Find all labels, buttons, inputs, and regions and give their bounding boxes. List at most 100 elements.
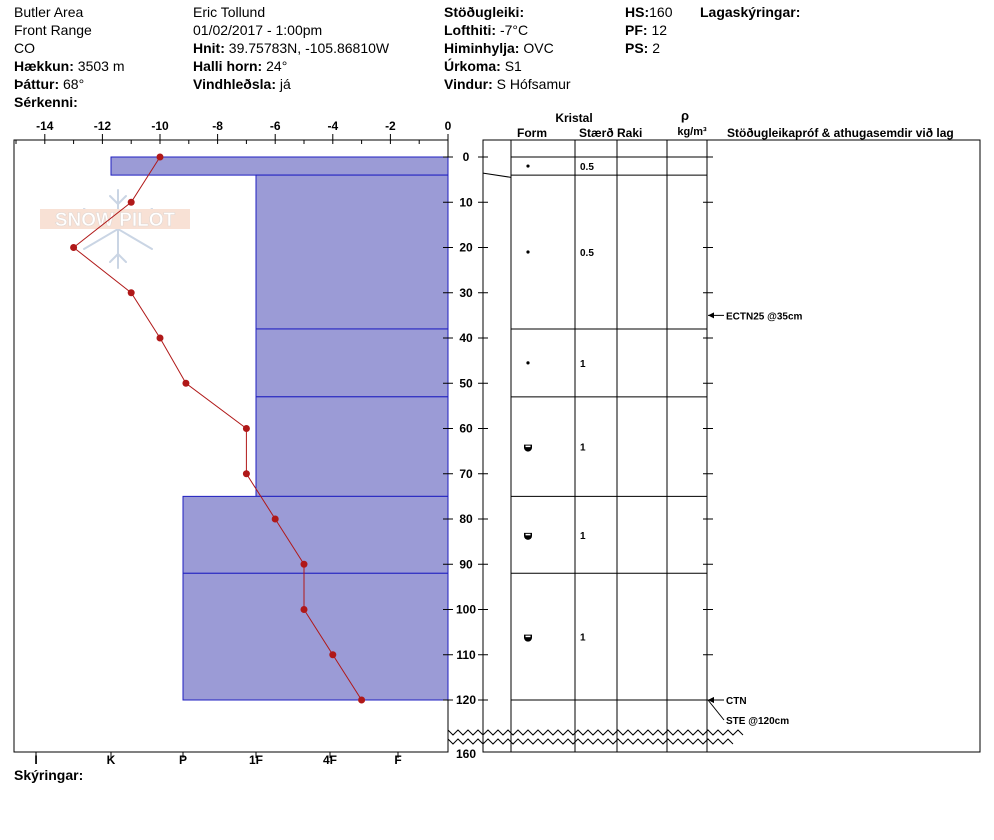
hardness-label: 1F xyxy=(249,753,263,767)
slope-row: Halli horn: 24° xyxy=(193,57,287,75)
stability-label: Stöðugleiki: xyxy=(444,4,525,20)
precip-value: S1 xyxy=(504,58,522,74)
hardness-layer-bar xyxy=(182,572,449,701)
wind-label: Vindur: xyxy=(444,76,493,92)
layer-notes-label: Lagaskýringar: xyxy=(700,4,801,20)
pf-row: PF: 12 xyxy=(625,21,667,39)
rho-header: ρ xyxy=(681,108,689,123)
depth-tick-label: 40 xyxy=(459,331,473,345)
depth-tick-label: 50 xyxy=(459,376,473,390)
wind-row: Vindur: S Hófsamur xyxy=(444,75,571,93)
hardness-label: F xyxy=(394,753,401,767)
temp-tick-label: -14 xyxy=(36,119,54,133)
wind-loading-row: Vindhleðsla: já xyxy=(193,75,291,93)
precip-label: Úrkoma: xyxy=(444,58,501,74)
ps-value: 2 xyxy=(652,40,661,56)
hardness-label: I xyxy=(34,753,37,767)
temp-tick-label: -4 xyxy=(327,119,338,133)
temperature-point xyxy=(242,470,250,478)
temp-tick-label: -10 xyxy=(151,119,169,133)
hs-label: HS: xyxy=(625,4,650,20)
hs-row: HS:160 xyxy=(625,3,672,21)
hardness-layer-bar xyxy=(255,396,449,497)
temp-tick-label: 0 xyxy=(445,119,452,133)
wind-value: S Hófsamur xyxy=(496,76,571,92)
aspect-label: Þáttur: xyxy=(14,76,60,92)
temperature-point xyxy=(271,515,279,523)
depth-bottom-label: 160 xyxy=(456,747,476,761)
pf-label: PF: xyxy=(625,22,648,38)
obs-datetime: 01/02/2017 - 1:00pm xyxy=(193,22,323,38)
hardness-layers xyxy=(110,156,449,701)
depth-tick-label: 60 xyxy=(459,422,473,436)
crystal-header: Kristal xyxy=(555,111,592,125)
temperature-point xyxy=(300,606,308,613)
coords-row: Hnit: 39.75783N, -105.86810W xyxy=(193,39,389,57)
temperature-point xyxy=(156,153,164,161)
slope-label: Halli horn: xyxy=(193,58,263,74)
specifics-label: Sérkenni: xyxy=(14,94,78,110)
temperature-point xyxy=(182,379,190,387)
grain-size-value: 0.5 xyxy=(580,162,594,173)
elevation-label: Hækkun: xyxy=(14,58,74,74)
temperature-point xyxy=(358,696,366,704)
depth-tick-label: 110 xyxy=(456,648,476,662)
grain-dot-icon xyxy=(526,164,530,168)
watermark-text: SNOW PILOT xyxy=(55,210,176,231)
temperature-point xyxy=(242,425,250,432)
test-label: CTN xyxy=(726,696,747,707)
grain-icon-highlight xyxy=(525,445,531,448)
grain-icon-highlight xyxy=(525,635,531,638)
ps-row: PS: 2 xyxy=(625,39,660,57)
test-arrow-head-icon xyxy=(708,697,714,703)
size-header: Stærð xyxy=(579,126,614,140)
hardness-layer-bar xyxy=(182,495,449,574)
hardness-label: P xyxy=(179,753,187,767)
depth-tick-label: 30 xyxy=(459,286,473,300)
grain-size-value: 1 xyxy=(580,633,586,644)
coords-value: 39.75783N, -105.86810W xyxy=(228,40,390,56)
slope-value: 24° xyxy=(266,58,288,74)
sky-value: OVC xyxy=(523,40,554,56)
grain-size-value: 0.5 xyxy=(580,248,594,259)
layer-notes-row: Lagaskýringar: xyxy=(700,3,800,21)
temperature-point xyxy=(329,651,337,659)
stability-row: Stöðugleiki: xyxy=(444,3,524,21)
test-label: ECTN25 @35cm xyxy=(726,311,803,322)
grain-dot-icon xyxy=(526,361,530,365)
form-header: Form xyxy=(517,126,547,140)
temperature-point xyxy=(300,560,308,568)
hardness-layer-bar xyxy=(255,174,449,330)
specifics-row: Sérkenni: xyxy=(14,93,78,111)
depth-tick-label: 80 xyxy=(459,512,473,526)
range-name: Front Range xyxy=(14,22,92,38)
depth-tick-label: 100 xyxy=(456,603,476,617)
layer-connector-line xyxy=(482,172,512,178)
density-unit-header: kg/m³ xyxy=(677,126,707,138)
depth-tick-label: 120 xyxy=(456,693,476,707)
hardness-label: 4F xyxy=(323,753,337,767)
moisture-header: Raki xyxy=(617,126,642,140)
test-label: STE @120cm xyxy=(726,716,789,727)
test-arrow-head-icon xyxy=(708,312,714,319)
sky-label: Himinhylja: xyxy=(444,40,520,56)
coords-label: Hnit: xyxy=(193,40,225,56)
grain-size-value: 1 xyxy=(580,443,586,454)
depth-tick-label: 70 xyxy=(459,467,473,481)
wind-loading-value: já xyxy=(279,76,291,92)
depth-tick-label: 20 xyxy=(459,241,473,255)
temp-tick-label: -6 xyxy=(270,119,281,133)
grain-size-value: 1 xyxy=(580,359,586,370)
observer-name: Eric Tollund xyxy=(193,4,266,20)
depth-tick-label: 10 xyxy=(459,195,473,209)
layer-table: 0.5 0.5 1 1 1 1 xyxy=(482,140,708,752)
temperature-profile xyxy=(70,153,366,704)
temperature-point xyxy=(127,289,135,297)
air-temp-value: -7°C xyxy=(499,22,529,38)
air-temp-label: Lofthiti: xyxy=(444,22,497,38)
temperature-point xyxy=(127,198,135,206)
depth-tick-label: 0 xyxy=(463,150,470,164)
hardness-label: K xyxy=(107,753,116,767)
ps-label: PS: xyxy=(625,40,649,56)
